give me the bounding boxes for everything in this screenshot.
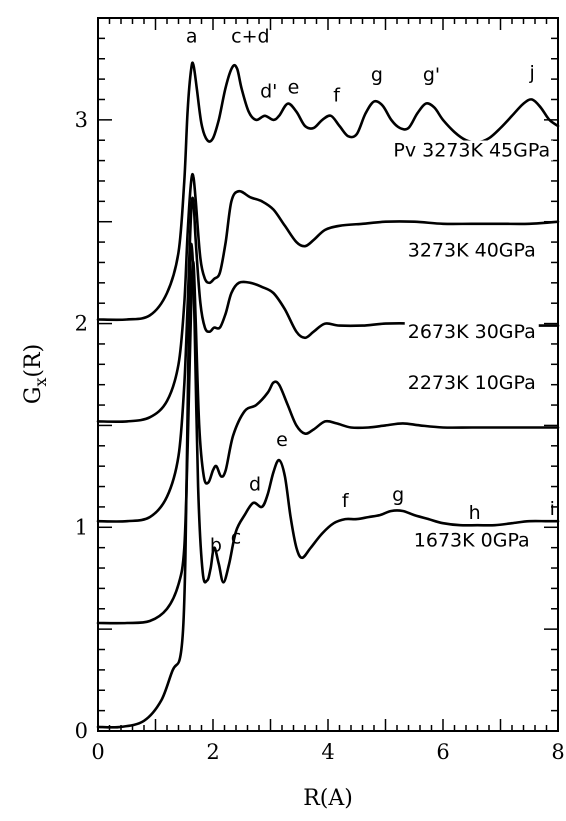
series-annotations: 1673K 0GPa 2273K 10GPa 2673K 30GPa 3273K 40… [390,140,554,552]
peak-label: g [371,64,383,86]
peak-label: d' [260,80,277,102]
peak-label: j [528,62,534,84]
series-label: 2273K 10GPa [408,372,536,394]
series-label: 3273K 40GPa [408,239,536,261]
peak-label: d [249,474,261,496]
series-label: Pv 3273K 45GPa [393,140,550,162]
peak-label: c+d [231,25,269,47]
x-tick-label: 4 [321,740,334,764]
x-tick-label: 2 [206,740,219,764]
x-axis-title: R(A) [303,786,353,811]
peak-label: g [392,484,404,506]
y-axis-title-tail: (R) [21,344,46,378]
series-line [96,196,560,523]
series-label-backing [390,140,554,161]
peak-label: a [186,25,198,47]
curves [96,61,560,729]
y-axis-title-subscript: x [31,378,50,387]
y-axis-title: Gx(R) [21,344,50,404]
peak-label: b [210,535,222,557]
series-label: 1673K 0GPa [414,530,530,552]
series-label-backing [410,530,533,551]
series-label-backing [404,372,539,393]
tick-labels: 0 2 4 6 8 0 1 2 3 [75,108,565,764]
peak-label: e [288,76,300,98]
series-label-backing [404,240,539,261]
series-line [96,172,560,423]
y-tick-label: 0 [75,719,88,743]
y-tick-label: 1 [75,515,88,539]
peak-label: g' [423,64,440,86]
plot-frame [97,17,559,732]
x-tick-label: 8 [551,740,564,764]
peak-label: f [333,85,341,107]
y-tick-label: 2 [75,312,88,336]
y-tick-label: 3 [75,108,88,132]
peak-label: i [550,498,555,520]
series-line [96,242,560,729]
peak-label: e [276,429,288,451]
x-tick-label: 0 [91,740,104,764]
series-line [96,61,560,322]
peak-labels: a c+d d' e f g g' j b c d e f g h i [186,25,555,556]
peak-label: c [231,527,241,549]
x-tick-label: 6 [436,740,449,764]
y-axis-title-main: G [21,387,46,405]
peak-label: f [342,490,350,512]
series-label: 2673K 30GPa [408,321,536,343]
series-label-backing [404,321,539,342]
series-line [96,260,560,625]
peak-label: h [469,502,481,524]
